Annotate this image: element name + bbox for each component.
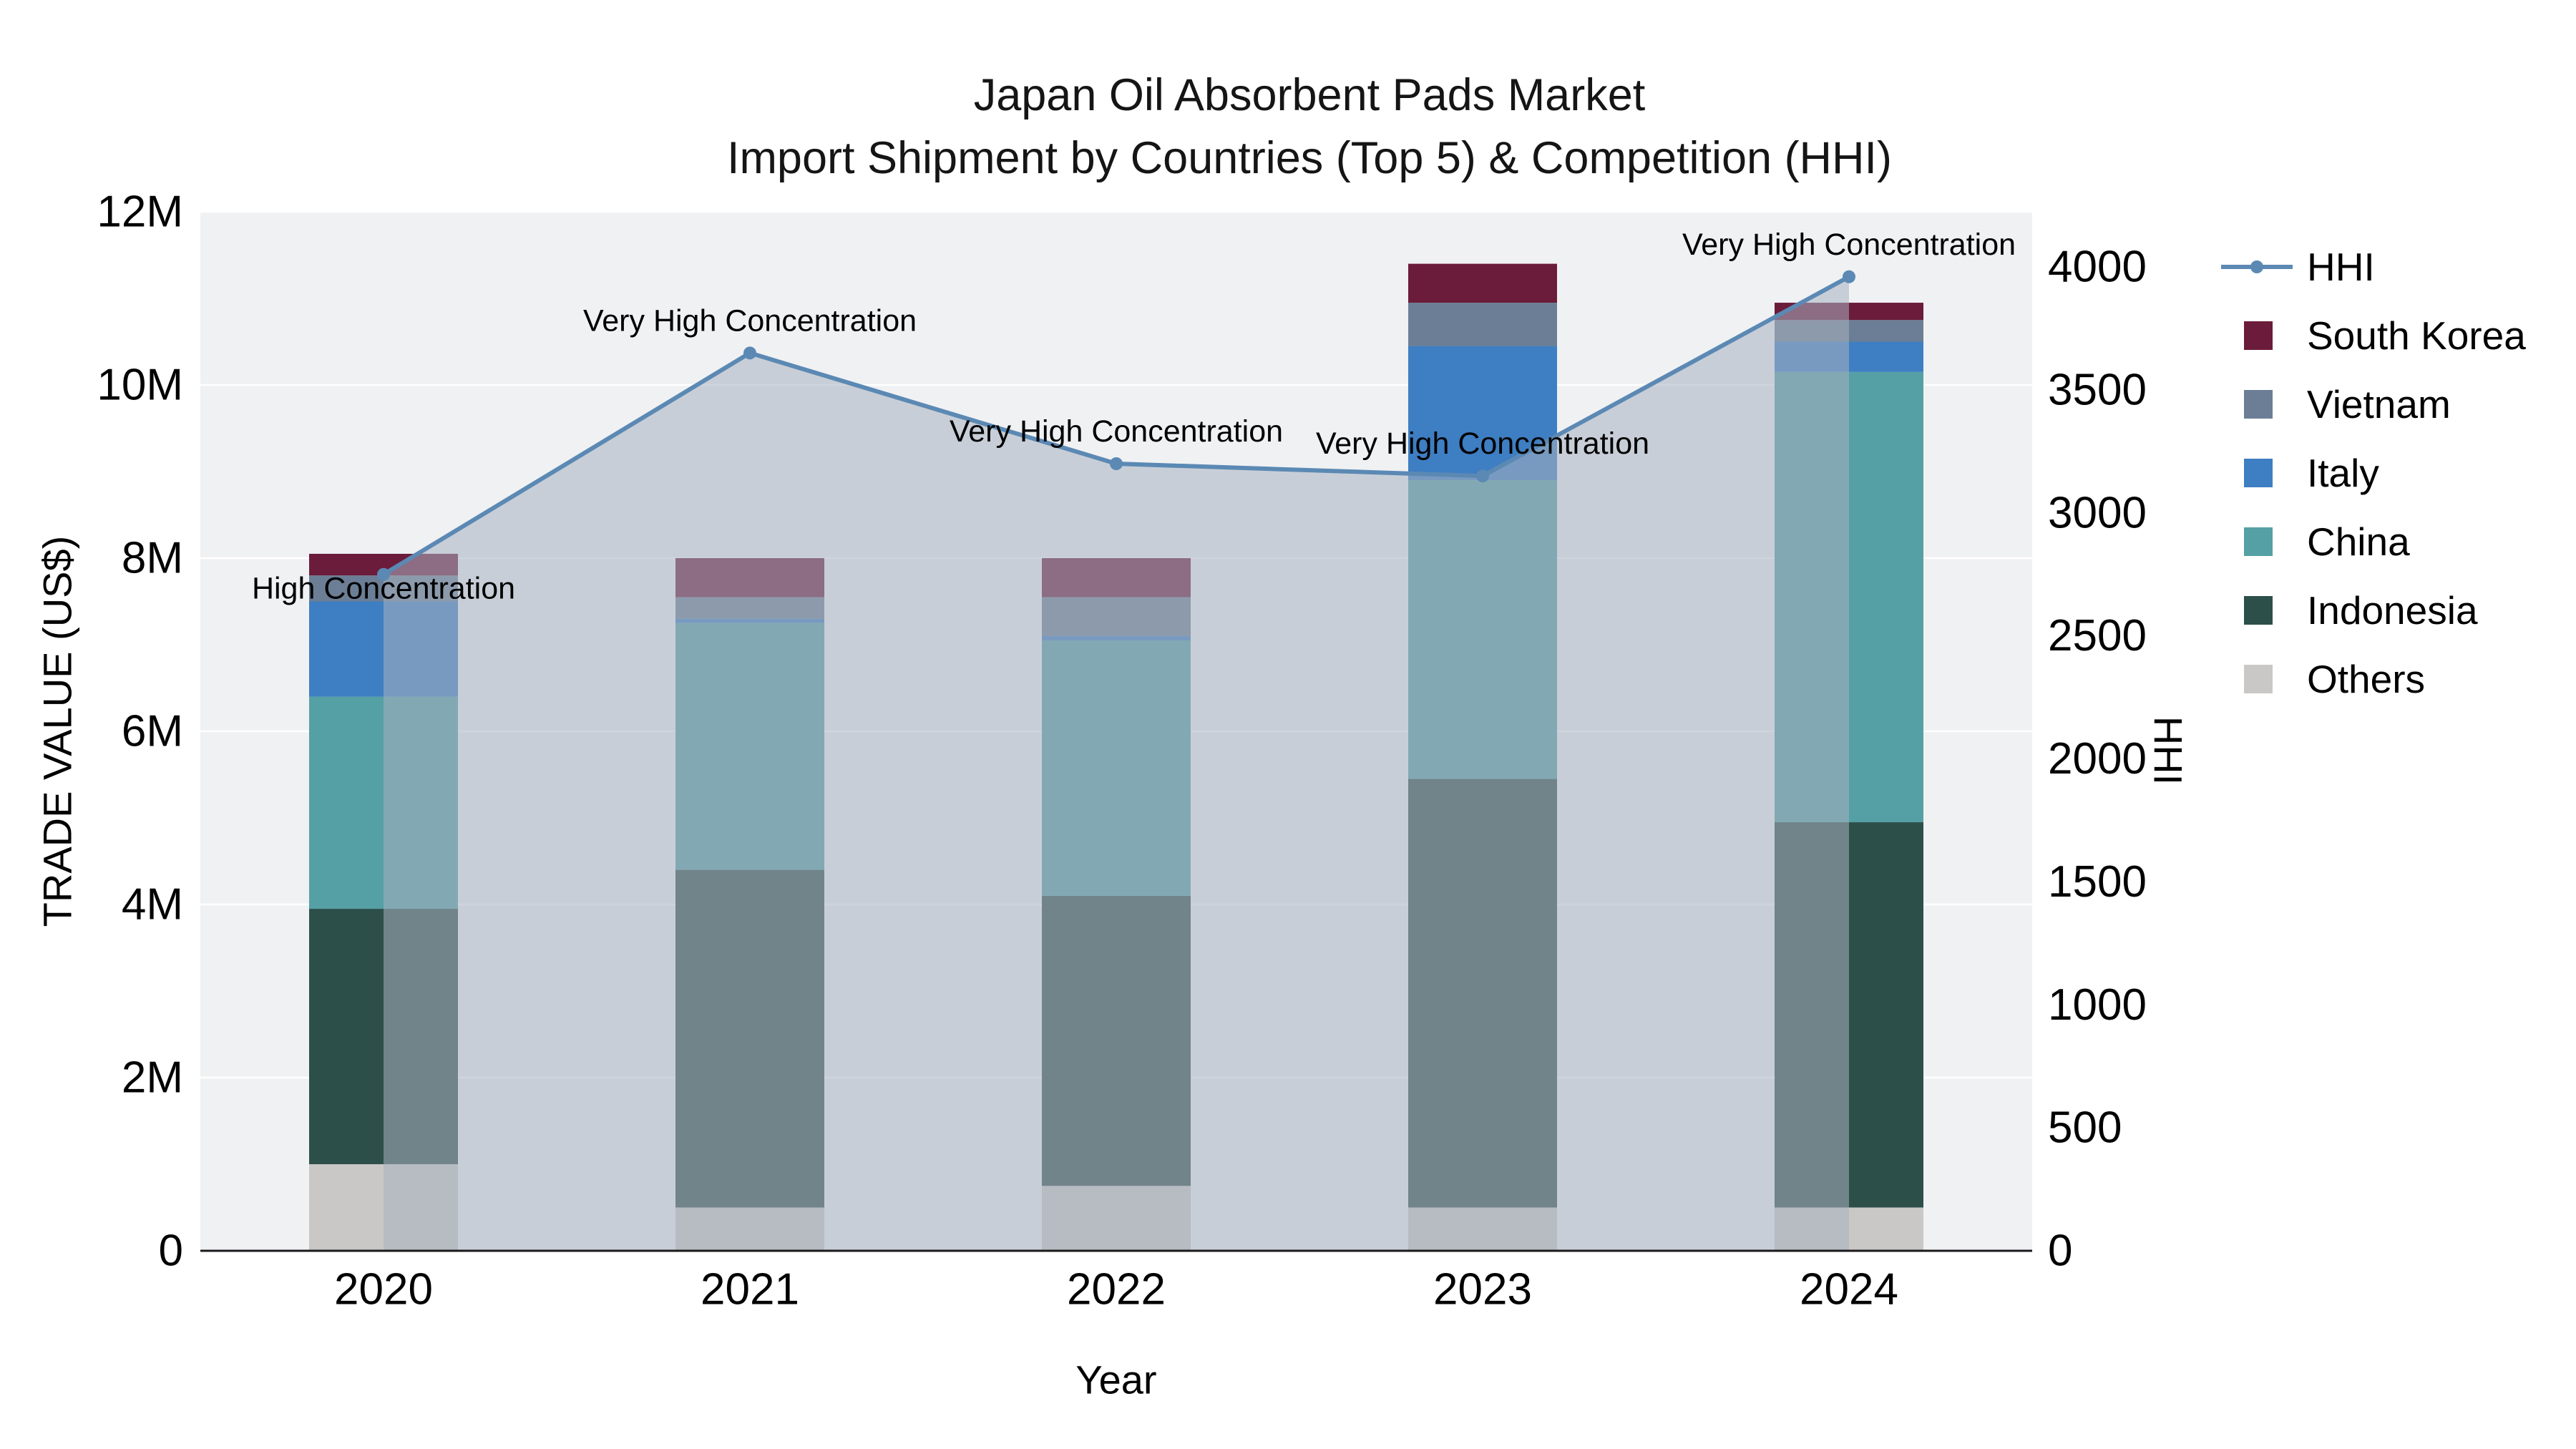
legend-swatch bbox=[2244, 596, 2273, 625]
legend-item-south-korea: South Korea bbox=[2244, 313, 2526, 358]
y-axis-tick-left: 8M bbox=[122, 534, 183, 583]
y-axis-tick-left: 10M bbox=[97, 361, 183, 410]
annotation-2020: High Concentration bbox=[252, 572, 515, 606]
hhi-marker-2021 bbox=[743, 346, 756, 360]
legend: HHI South Korea Vietnam Italy China Indonesia… bbox=[2221, 245, 2526, 701]
annotation-2022: Very High Concentration bbox=[950, 414, 1283, 449]
left-axis-title: TRADE VALUE (US$) bbox=[35, 536, 80, 927]
y-axis-tick-right: 0 bbox=[2048, 1226, 2072, 1276]
y-axis-tick-right: 1500 bbox=[2048, 857, 2147, 907]
annotation-2024: Very High Concentration bbox=[1682, 228, 2016, 262]
legend-label: Others bbox=[2307, 657, 2425, 701]
x-axis-tick: 2022 bbox=[1067, 1265, 1166, 1314]
x-axis-tick: 2024 bbox=[1800, 1265, 1898, 1314]
legend-swatch bbox=[2244, 459, 2273, 487]
legend-label: South Korea bbox=[2307, 313, 2526, 358]
legend-item-indonesia: Indonesia bbox=[2244, 588, 2478, 633]
legend-swatch bbox=[2244, 527, 2273, 556]
chart-title-line1: Japan Oil Absorbent Pads Market bbox=[974, 70, 1646, 120]
annotation-2023: Very High Concentration bbox=[1316, 426, 1649, 461]
legend-label: Indonesia bbox=[2307, 588, 2478, 633]
y-axis-tick-left: 12M bbox=[97, 187, 183, 237]
y-axis-tick-right: 4000 bbox=[2048, 243, 2147, 292]
hhi-area bbox=[384, 276, 1849, 1251]
axis-ticks: 0 2M 4M 6M 8M 10M 12M 0 500 1000 1500 2000 2500 3000 3… bbox=[97, 187, 2147, 1314]
annotation-2021: Very High Concentration bbox=[583, 303, 917, 338]
legend-label: Italy bbox=[2307, 451, 2379, 495]
legend-swatch bbox=[2244, 390, 2273, 419]
y-axis-tick-left: 4M bbox=[122, 880, 183, 930]
hhi-marker-2023 bbox=[1476, 469, 1489, 483]
bar-segment-south-korea-2023 bbox=[1408, 263, 1557, 303]
legend-line-marker bbox=[2250, 260, 2263, 273]
legend-label: China bbox=[2307, 519, 2410, 564]
y-axis-tick-right: 3000 bbox=[2048, 488, 2147, 537]
y-axis-tick-right: 500 bbox=[2048, 1103, 2122, 1153]
hhi-marker-2024 bbox=[1843, 270, 1855, 283]
y-axis-tick-right: 2500 bbox=[2048, 611, 2147, 660]
legend-item-italy: Italy bbox=[2244, 451, 2379, 495]
legend-label: Vietnam bbox=[2307, 382, 2451, 426]
chart-title-line2: Import Shipment by Countries (Top 5) & C… bbox=[727, 133, 1892, 183]
y-axis-tick-left: 6M bbox=[122, 707, 183, 756]
hhi-area-fill bbox=[384, 276, 1849, 1251]
x-axis-tick: 2023 bbox=[1433, 1265, 1532, 1314]
hhi-line bbox=[377, 270, 1855, 581]
legend-label: HHI bbox=[2307, 245, 2375, 289]
y-axis-tick-right: 2000 bbox=[2048, 734, 2147, 784]
x-axis-tick: 2020 bbox=[334, 1265, 433, 1314]
legend-item-hhi: HHI bbox=[2221, 245, 2375, 289]
x-axis-tick: 2021 bbox=[701, 1265, 799, 1314]
legend-swatch bbox=[2244, 665, 2273, 693]
legend-swatch bbox=[2244, 321, 2273, 350]
y-axis-tick-left: 0 bbox=[159, 1226, 183, 1276]
legend-item-china: China bbox=[2244, 519, 2410, 564]
y-axis-tick-left: 2M bbox=[122, 1053, 183, 1103]
legend-item-others: Others bbox=[2244, 657, 2425, 701]
bar-segment-vietnam-2023 bbox=[1408, 303, 1557, 346]
annotations: High Concentration Very High Concentratio… bbox=[252, 228, 2016, 606]
right-axis-title: HHI bbox=[2146, 716, 2191, 785]
x-axis-title: Year bbox=[1075, 1357, 1156, 1402]
hhi-marker-2022 bbox=[1110, 457, 1123, 470]
y-axis-tick-right: 3500 bbox=[2048, 365, 2147, 414]
legend-item-vietnam: Vietnam bbox=[2244, 382, 2451, 426]
y-axis-tick-right: 1000 bbox=[2048, 980, 2147, 1030]
hhi-marker-2020 bbox=[377, 567, 390, 581]
